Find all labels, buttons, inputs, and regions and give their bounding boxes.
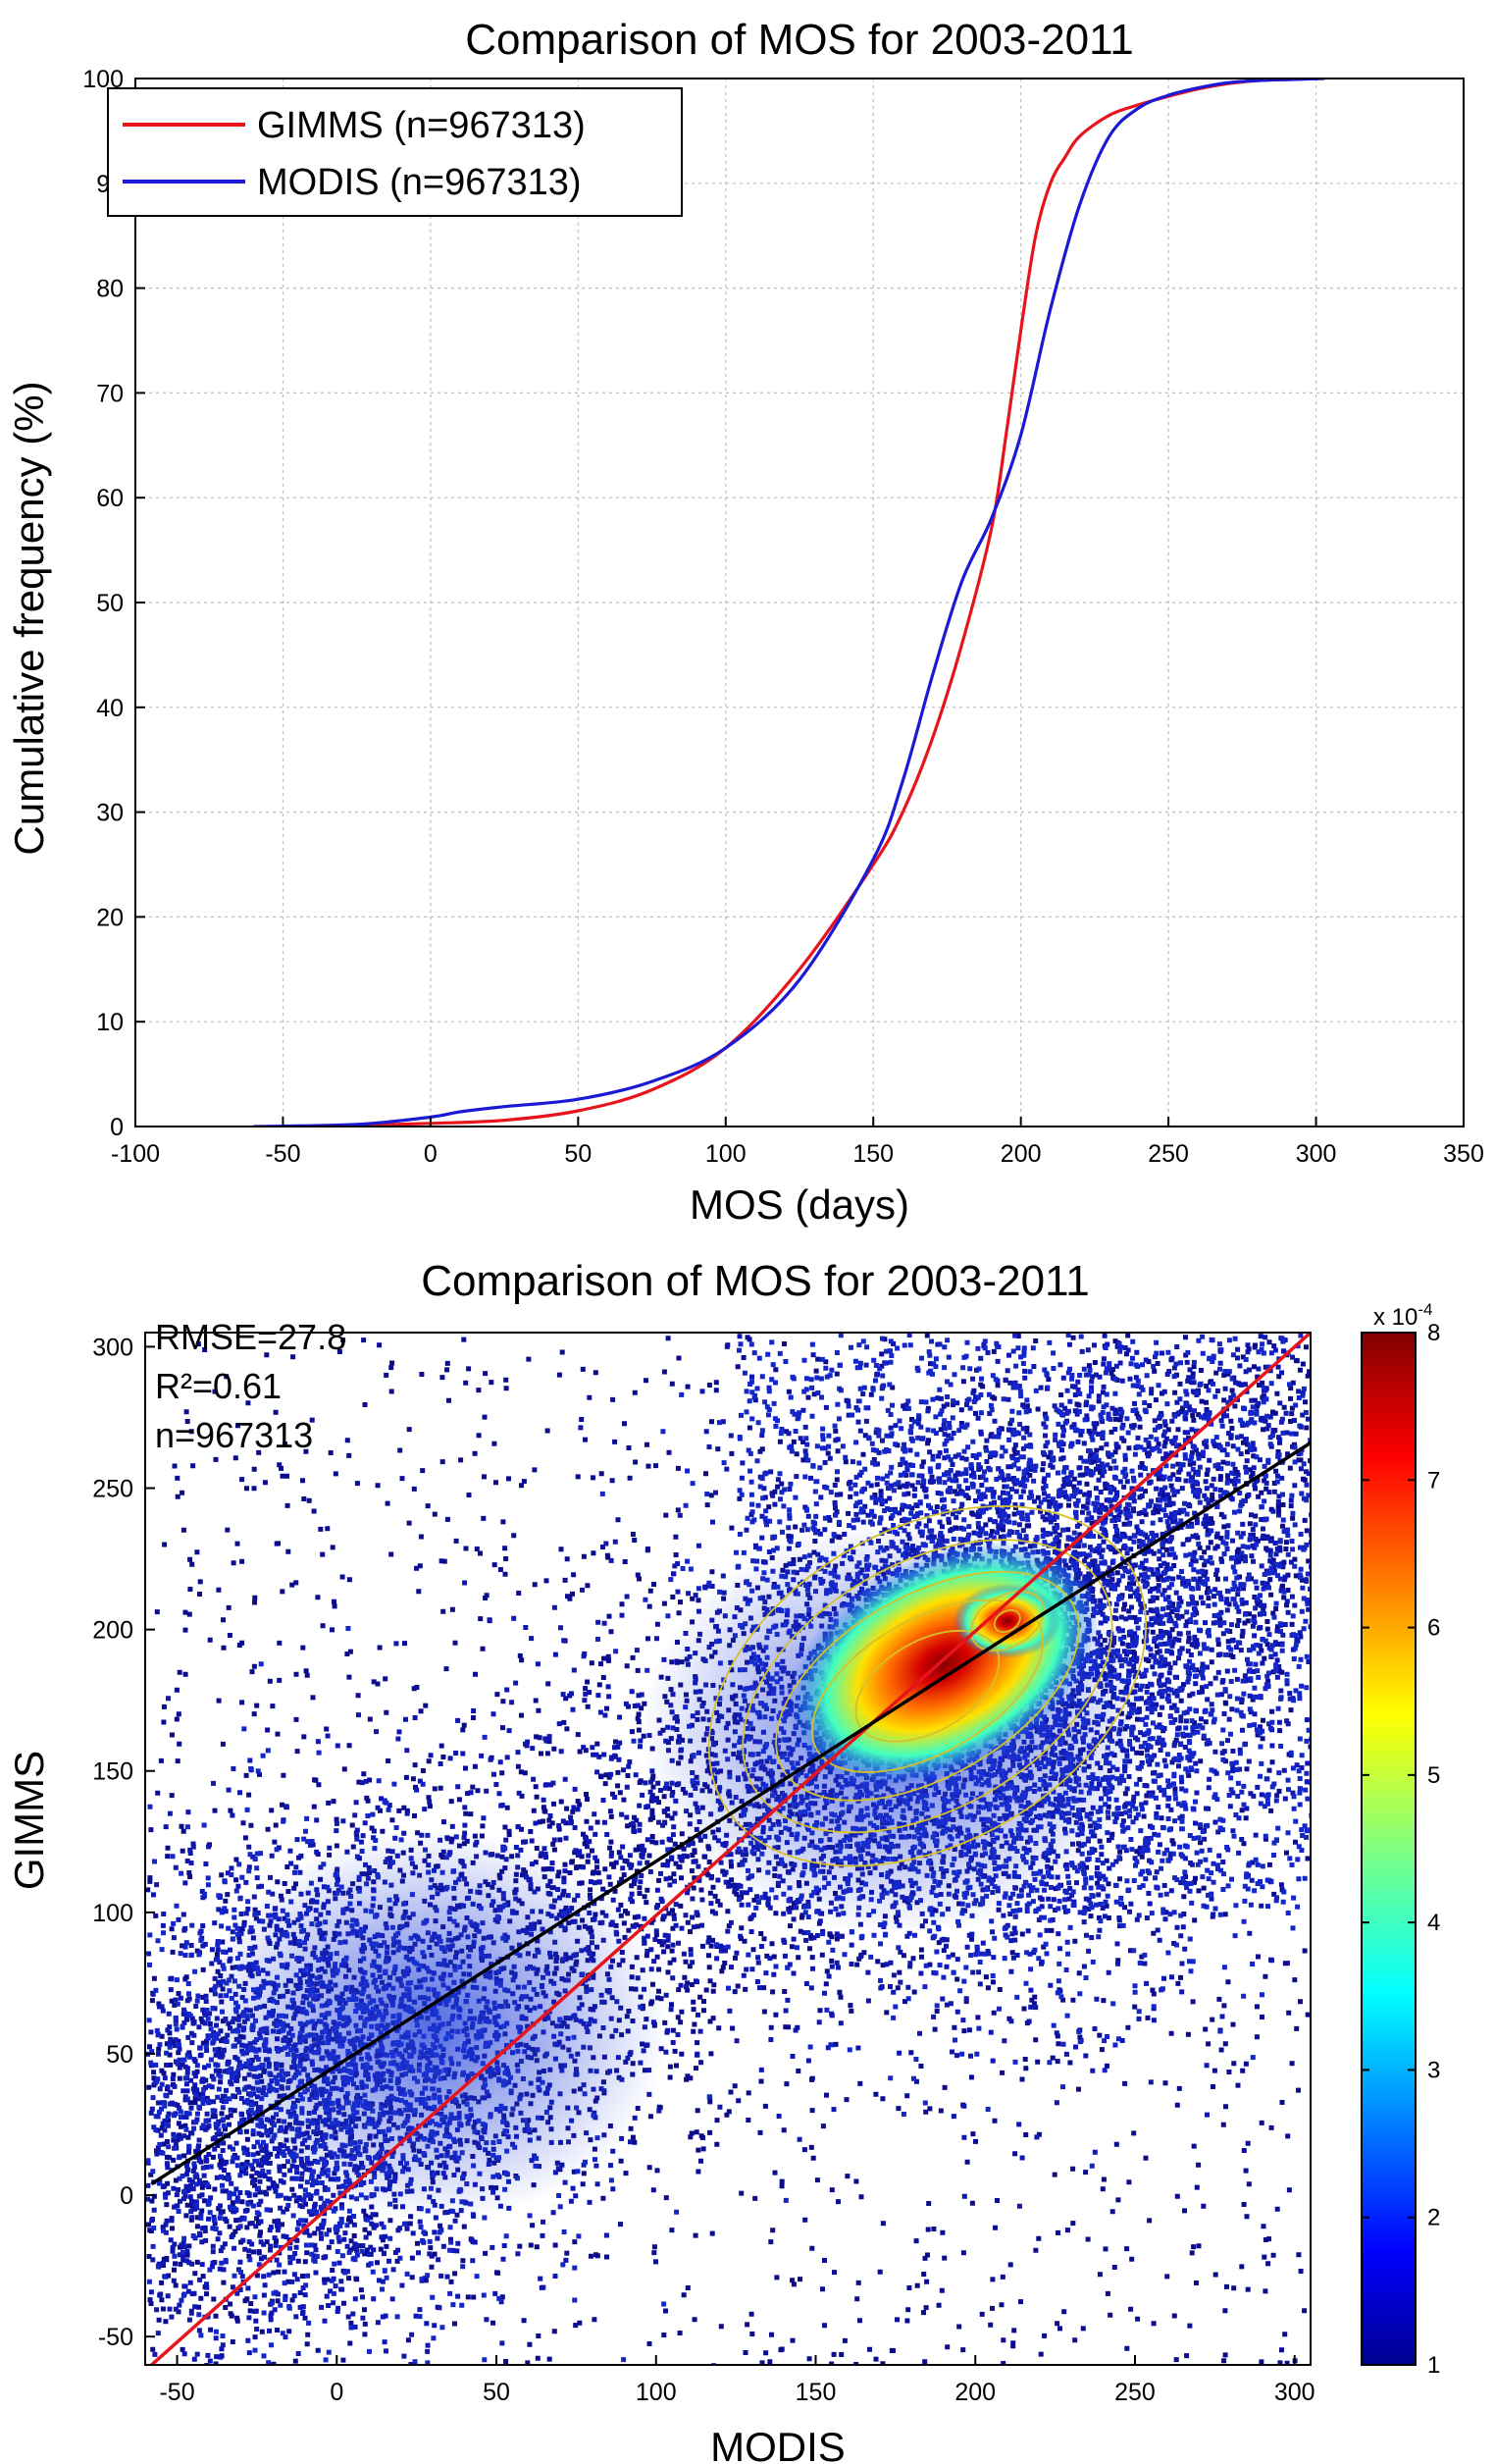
density-contour xyxy=(742,1539,1113,1834)
scatter-y-tick-label: -50 xyxy=(98,2324,133,2351)
scatter-x-tick-label: 200 xyxy=(954,2379,996,2406)
cdf-x-tick-label: -100 xyxy=(111,1140,160,1168)
colorbar-tick-label: 3 xyxy=(1427,2057,1440,2083)
cdf-x-tick-label: 300 xyxy=(1296,1140,1337,1168)
scatter-chart: Comparison of MOS for 2003-2011 -50 0 50 10… xyxy=(6,1257,1440,2464)
density-contour xyxy=(707,1505,1148,1867)
scatter-y-tick-label: 100 xyxy=(92,1900,133,1927)
cdf-x-ticks: -100 -50 0 50 100 150 200 250 300 350 xyxy=(111,1117,1484,1168)
cdf-title: Comparison of MOS for 2003-2011 xyxy=(465,16,1134,64)
scatter-x-tick-label: 0 xyxy=(330,2379,343,2406)
cdf-y-tick-label: 30 xyxy=(96,800,124,827)
density-contour xyxy=(969,1590,1045,1651)
cdf-x-tick-label: 0 xyxy=(424,1140,438,1168)
cdf-chart: Comparison of MOS for 2003-2011 -100 -50 0… xyxy=(6,16,1484,1228)
legend-label-modis: MODIS (n=967313) xyxy=(257,162,582,203)
modis-cdf-line xyxy=(253,79,1325,1127)
cdf-x-tick-label: 100 xyxy=(705,1140,747,1168)
regression-line xyxy=(150,1441,1311,2186)
annotation-r2: R²=0.61 xyxy=(155,1366,282,1406)
scatter-x-tick-label: 100 xyxy=(636,2379,677,2406)
scatter-y-ticks: -50 0 50 100 150 200 250 300 xyxy=(92,1334,155,2351)
scatter-x-tick-label: 250 xyxy=(1114,2379,1156,2406)
cdf-y-tick-label: 20 xyxy=(96,904,124,931)
scatter-x-tick-label: 300 xyxy=(1274,2379,1315,2406)
one-to-one-line xyxy=(150,1333,1311,2365)
cdf-y-tick-label: 10 xyxy=(96,1009,124,1036)
scatter-y-tick-label: 150 xyxy=(92,1758,133,1786)
colorbar-tick-label: 1 xyxy=(1427,2352,1440,2379)
cdf-y-tick-label: 70 xyxy=(96,380,124,407)
density-contour xyxy=(775,1570,1080,1802)
scatter-x-tick-label: 50 xyxy=(483,2379,510,2406)
density-halo-lower xyxy=(196,1829,668,2223)
cdf-y-tick-label: 0 xyxy=(110,1114,124,1141)
legend-label-gimms: GIMMS (n=967313) xyxy=(257,105,586,146)
cdf-y-tick-label: 50 xyxy=(96,590,124,617)
colorbar-tick-label: 8 xyxy=(1427,1320,1440,1346)
scatter-y-label: GIMMS xyxy=(6,1751,52,1890)
cdf-x-label: MOS (days) xyxy=(690,1181,909,1228)
annotation-rmse: RMSE=27.8 xyxy=(155,1317,346,1357)
colorbar-tick-label: 4 xyxy=(1427,1910,1440,1936)
scatter-y-tick-label: 200 xyxy=(92,1617,133,1645)
density-contour xyxy=(993,1608,1021,1634)
colorbar-gradient xyxy=(1361,1332,1417,2366)
cdf-x-tick-label: 150 xyxy=(852,1140,894,1168)
colorbar-tick-label: 2 xyxy=(1427,2205,1440,2231)
density-contour xyxy=(810,1599,1044,1773)
scatter-x-label: MODIS xyxy=(710,2424,846,2464)
colorbar-ticks: 1 2 3 4 5 6 7 8 xyxy=(1362,1320,1440,2379)
cdf-x-tick-label: -50 xyxy=(265,1140,300,1168)
colorbar-tick-label: 6 xyxy=(1427,1615,1440,1642)
scatter-x-tick-label: 150 xyxy=(796,2379,837,2406)
colorbar: 1 2 3 4 5 6 7 8 x 10-4 xyxy=(1361,1300,1440,2379)
cdf-x-tick-label: 250 xyxy=(1148,1140,1189,1168)
scatter-y-tick-label: 50 xyxy=(106,2041,133,2069)
scatter-y-tick-label: 0 xyxy=(120,2182,133,2210)
scatter-title: Comparison of MOS for 2003-2011 xyxy=(421,1257,1090,1305)
legend-box xyxy=(107,87,683,217)
cdf-x-tick-label: 50 xyxy=(564,1140,592,1168)
cdf-legend: GIMMS (n=967313) MODIS (n=967313) xyxy=(107,87,683,217)
colorbar-tick-label: 7 xyxy=(1427,1467,1440,1494)
cdf-y-label: Cumulative frequency (%) xyxy=(6,381,52,855)
cdf-y-tick-label: 40 xyxy=(96,695,124,722)
density-contour xyxy=(854,1629,1001,1743)
colorbar-tick-label: 5 xyxy=(1427,1762,1440,1789)
cdf-y-ticks: 0102030405060708090100 xyxy=(82,66,145,1141)
cdf-x-tick-label: 350 xyxy=(1443,1140,1484,1168)
cdf-y-tick-label: 80 xyxy=(96,276,124,303)
density-peak xyxy=(953,1583,1061,1658)
scatter-y-tick-label: 250 xyxy=(92,1476,133,1503)
scatter-plot-body xyxy=(145,1333,1311,2365)
scatter-y-tick-label: 300 xyxy=(92,1334,133,1361)
reference-lines xyxy=(150,1333,1311,2365)
cdf-series-group xyxy=(253,79,1325,1127)
scatter-x-tick-label: -50 xyxy=(159,2379,194,2406)
scatter-plot-frame xyxy=(144,1332,1312,2366)
scatter-x-ticks: -50 0 50 100 150 200 250 300 xyxy=(159,2355,1315,2406)
density-contours xyxy=(707,1505,1148,1867)
annotation-n: n=967313 xyxy=(155,1415,313,1455)
colorbar-scale-label: x 10-4 xyxy=(1373,1300,1433,1331)
cdf-y-tick-label: 60 xyxy=(96,485,124,512)
cdf-x-tick-label: 200 xyxy=(1001,1140,1042,1168)
